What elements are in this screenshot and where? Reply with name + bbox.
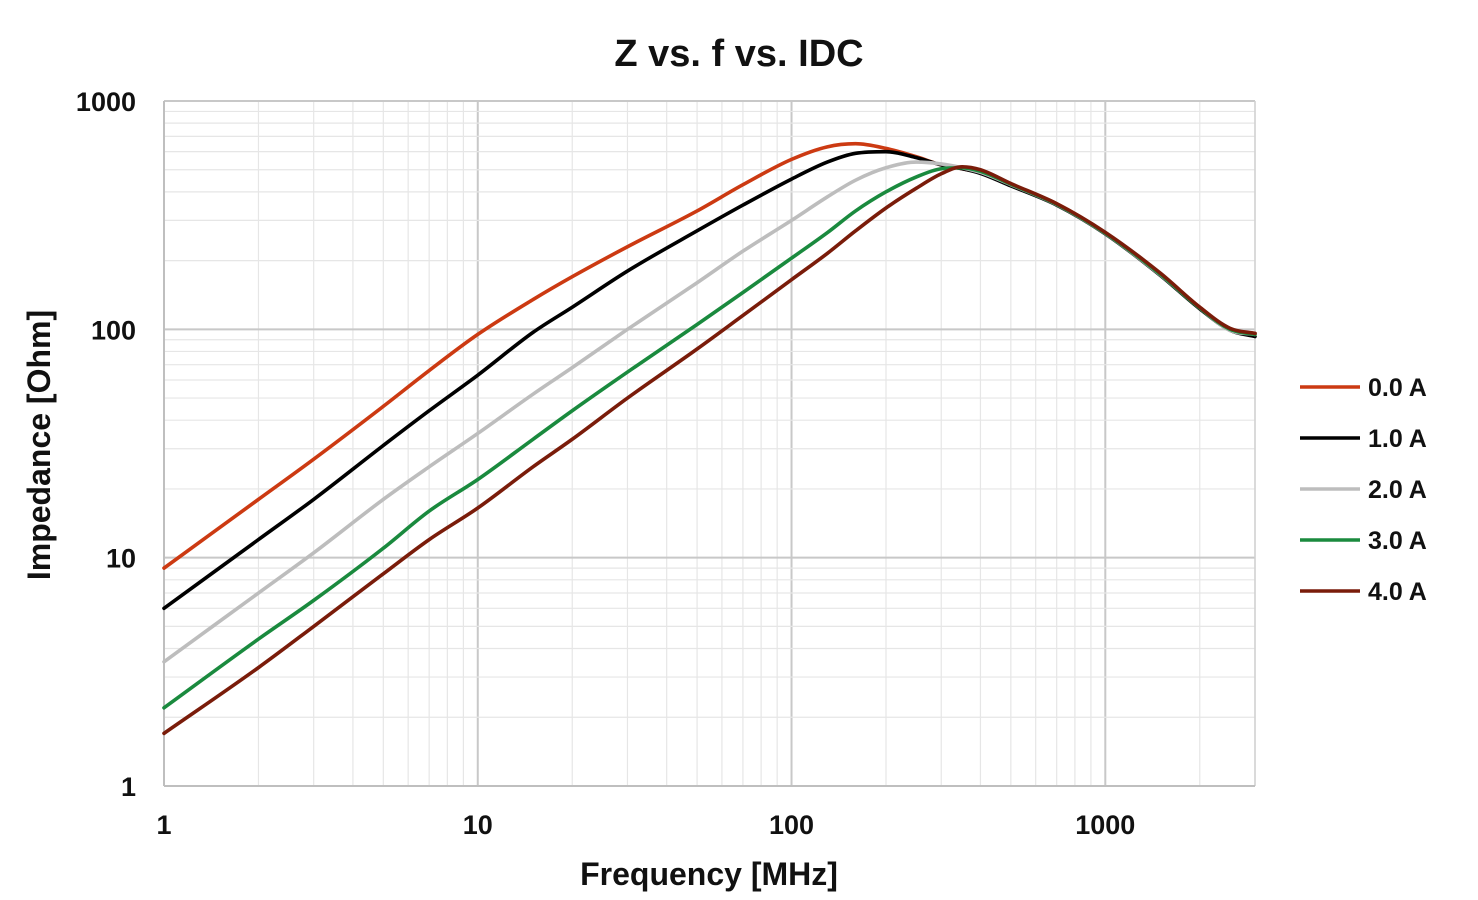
legend-label: 1.0 A xyxy=(1368,425,1427,453)
chart-title: Z vs. f vs. IDC xyxy=(614,33,863,75)
x-tick-label: 1000 xyxy=(1075,810,1135,840)
x-tick-label: 10 xyxy=(463,810,493,840)
y-tick-label: 1 xyxy=(121,772,136,802)
x-axis-label: Frequency [MHz] xyxy=(580,856,838,892)
series-line-4-0-a xyxy=(162,165,1257,736)
grid xyxy=(163,100,1256,787)
tick-labels: 1 10 100 1000 1 10 100 1000 xyxy=(76,87,1135,840)
legend: 0.0 A 1.0 A 2.0 A 3.0 A 4.0 A xyxy=(1300,374,1427,606)
legend-label: 0.0 A xyxy=(1368,374,1427,402)
y-tick-label: 1000 xyxy=(76,87,136,117)
y-tick-label: 100 xyxy=(91,315,136,345)
legend-label: 4.0 A xyxy=(1368,578,1427,606)
legend-label: 3.0 A xyxy=(1368,527,1427,555)
y-tick-label: 10 xyxy=(106,544,136,574)
y-axis-label: Impedance [Ohm] xyxy=(21,310,57,580)
x-tick-label: 1 xyxy=(156,810,171,840)
series-group xyxy=(162,141,1257,736)
x-tick-label: 100 xyxy=(769,810,814,840)
legend-label: 2.0 A xyxy=(1368,476,1427,504)
